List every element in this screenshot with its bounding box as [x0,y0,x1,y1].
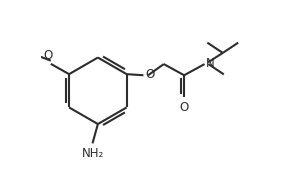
Text: O: O [44,49,53,62]
Text: O: O [179,101,189,113]
Text: N: N [206,57,215,70]
Text: O: O [145,68,154,81]
Text: NH₂: NH₂ [82,147,104,160]
